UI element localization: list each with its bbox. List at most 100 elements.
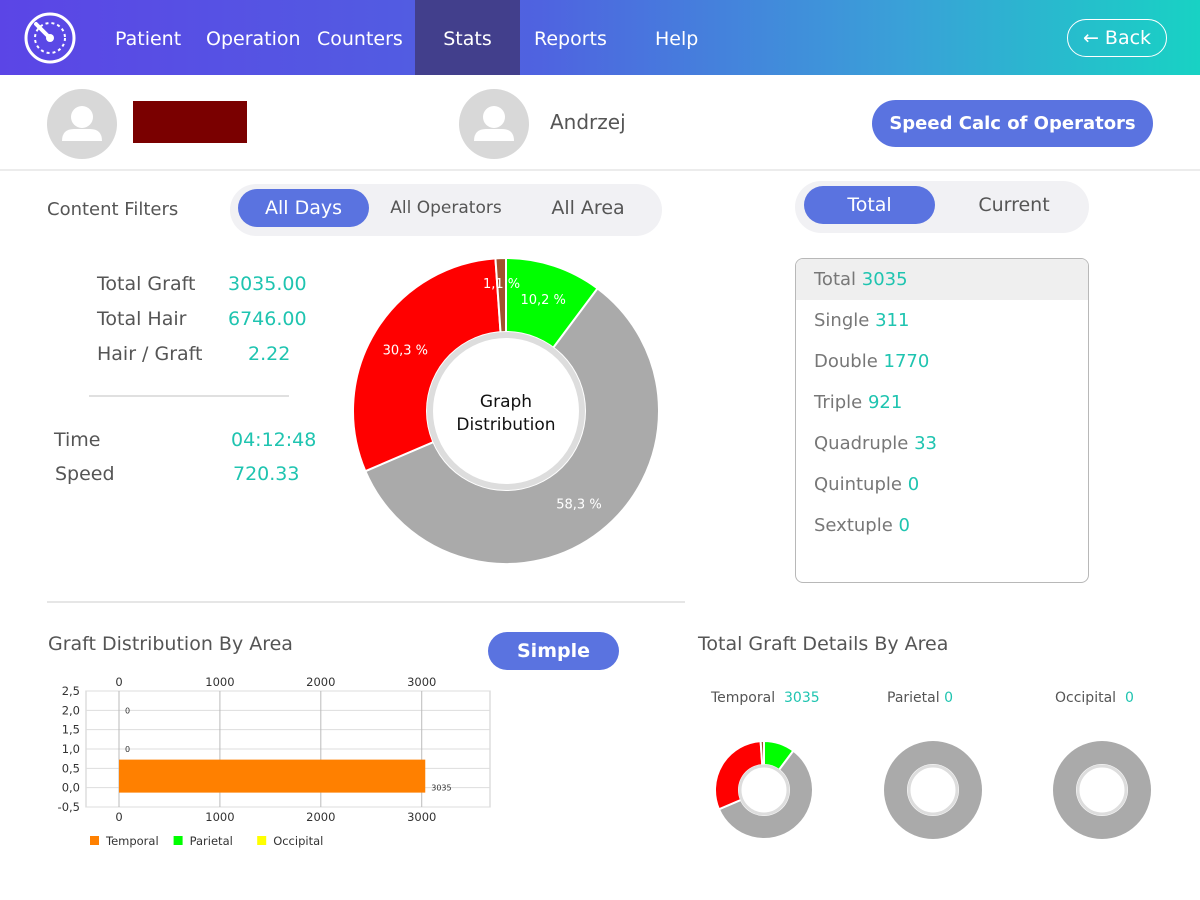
legend-label-occipital: Occipital: [273, 834, 323, 848]
section-divider: [47, 601, 685, 603]
graft-list-item-quadruple: Quadruple 33: [796, 423, 1088, 464]
graft-list-value: 0: [907, 474, 920, 495]
bar-value-label-parietal: 0: [125, 745, 130, 754]
total-graft-value: 3035.00: [228, 273, 307, 295]
area-occipital-name: Occipital: [1055, 690, 1117, 706]
area-parietal-value: 0: [944, 690, 953, 706]
toggle-total[interactable]: Total: [804, 186, 935, 224]
donut-label-2: 30,3 %: [383, 343, 428, 358]
hair-graft-label: Hair / Graft: [97, 343, 203, 365]
graft-type-list: Total 3035 Single 311 Double 1770 Triple 92…: [795, 258, 1089, 583]
graft-details-title: Total Graft Details By Area: [698, 633, 949, 655]
bar-value-label-occipital: 0: [125, 706, 130, 715]
y-tick-label: 1,5: [62, 723, 80, 737]
area-occipital-label: Occipital 0: [1055, 690, 1134, 706]
content-filter-segment: All Days All Operators All Area: [230, 184, 662, 236]
graft-list-label: Double: [814, 351, 884, 372]
y-tick-label: 2,0: [62, 703, 80, 717]
parietal-mini-donut: [884, 741, 982, 839]
area-parietal-label: Parietal 0: [887, 690, 953, 706]
simple-button[interactable]: Simple: [488, 632, 619, 670]
legend-swatch-occipital: [257, 836, 267, 845]
time-value: 04:12:48: [231, 429, 317, 451]
filter-all-days[interactable]: All Days: [238, 189, 369, 227]
donut-center-line1: Graph: [480, 392, 532, 412]
graft-list-label: Quintuple: [814, 474, 908, 495]
toggle-current[interactable]: Current: [978, 194, 1050, 216]
occipital-mini-donut: [1053, 741, 1151, 839]
area-temporal-value: 3035: [784, 690, 820, 706]
y-tick-label: 2,5: [62, 684, 80, 698]
area-parietal-name: Parietal: [887, 690, 940, 706]
graft-list-value: 1770: [883, 351, 930, 372]
donut-center-line2: Distribution: [456, 415, 555, 435]
filter-all-area[interactable]: All Area: [551, 197, 625, 219]
mini-donut-center: [1076, 764, 1128, 816]
speed-label: Speed: [55, 463, 115, 485]
graft-list-value: 0: [898, 515, 910, 536]
nav-reports[interactable]: Reports: [534, 28, 607, 50]
nav-help[interactable]: Help: [655, 28, 699, 50]
speed-value: 720.33: [233, 463, 300, 485]
speed-calc-button[interactable]: Speed Calc of Operators: [872, 100, 1153, 147]
y-tick-label: -0,5: [58, 800, 80, 814]
total-hair-label: Total Hair: [97, 308, 187, 330]
graft-list-item-triple: Triple 921: [796, 382, 1088, 423]
app-logo-icon[interactable]: [24, 12, 76, 64]
total-current-toggle: Total Current: [795, 181, 1089, 233]
nav-counters[interactable]: Counters: [317, 28, 403, 50]
x-tick-label-top: 1000: [205, 675, 234, 689]
operator-name: Andrzej: [550, 110, 626, 134]
x-tick-label-bottom: 1000: [205, 810, 234, 824]
graft-list-value: 3035: [861, 269, 908, 290]
user-icon: [474, 106, 514, 141]
area-temporal-label: Temporal 3035: [711, 690, 820, 706]
top-nav-bar: Patient Operation Counters Stats Reports…: [0, 0, 1200, 75]
patient-avatar: [47, 89, 117, 159]
mini-donut-ring: [907, 764, 959, 816]
donut-label-3: 1,1 %: [483, 277, 520, 292]
legend-swatch-temporal: [90, 836, 99, 845]
area-temporal-name: Temporal: [711, 690, 776, 706]
y-tick-label: 1,0: [62, 742, 80, 756]
back-button[interactable]: ← Back: [1067, 19, 1167, 57]
graft-distribution-title: Graft Distribution By Area: [48, 633, 293, 655]
graft-list-item-single: Single 311: [796, 300, 1088, 341]
mini-donut-ring: [1076, 764, 1128, 816]
legend-label-temporal: Temporal: [105, 834, 159, 848]
filter-all-operators[interactable]: All Operators: [390, 198, 502, 218]
mini-donut-center: [907, 764, 959, 816]
nav-patient[interactable]: Patient: [115, 28, 182, 50]
legend-swatch-parietal: [173, 836, 183, 845]
area-occipital-value: 0: [1124, 690, 1134, 706]
graft-list-value: 33: [914, 433, 937, 454]
operator-avatar: [459, 89, 529, 159]
total-graft-label: Total Graft: [97, 273, 196, 295]
graft-distribution-bar-chart: 2,5 2,0 1,5 1,0 0,5 0,0 -0,5 0 0 1000 1000 2000 2000…: [58, 675, 491, 848]
x-tick-label-bottom: 2000: [306, 810, 335, 824]
header-divider: [0, 169, 1200, 171]
y-tick-label: 0,0: [62, 781, 80, 795]
donut-label-0: 10,2 %: [520, 293, 565, 308]
bar-temporal: [119, 759, 426, 793]
stats-divider: [89, 395, 289, 397]
patient-name-redacted: [133, 101, 247, 143]
nav-stats[interactable]: Stats: [415, 0, 520, 75]
x-tick-label-top: 0: [115, 675, 122, 689]
nav-operation[interactable]: Operation: [206, 28, 301, 50]
bar-value-label-temporal: 3035: [431, 784, 451, 793]
hair-graft-value: 2.22: [248, 343, 291, 365]
graph-distribution-donut: Graph Distribution 10,2 % 58,3 % 30,3 % 1,1…: [352, 256, 660, 565]
graft-list-label: Single: [814, 310, 876, 331]
graft-list-label: Quadruple: [814, 433, 915, 454]
graft-list-item-double: Double 1770: [796, 341, 1088, 382]
time-label: Time: [54, 429, 101, 451]
mini-donut-center: [738, 764, 790, 816]
x-tick-label-bottom: 3000: [407, 810, 436, 824]
temporal-mini-donut: [714, 740, 814, 840]
x-tick-label-top: 3000: [407, 675, 436, 689]
graft-list-label: Total: [814, 269, 862, 290]
graft-list-item-total: Total 3035: [796, 259, 1088, 300]
total-hair-value: 6746.00: [228, 308, 307, 330]
graft-list-value: 921: [867, 392, 903, 413]
